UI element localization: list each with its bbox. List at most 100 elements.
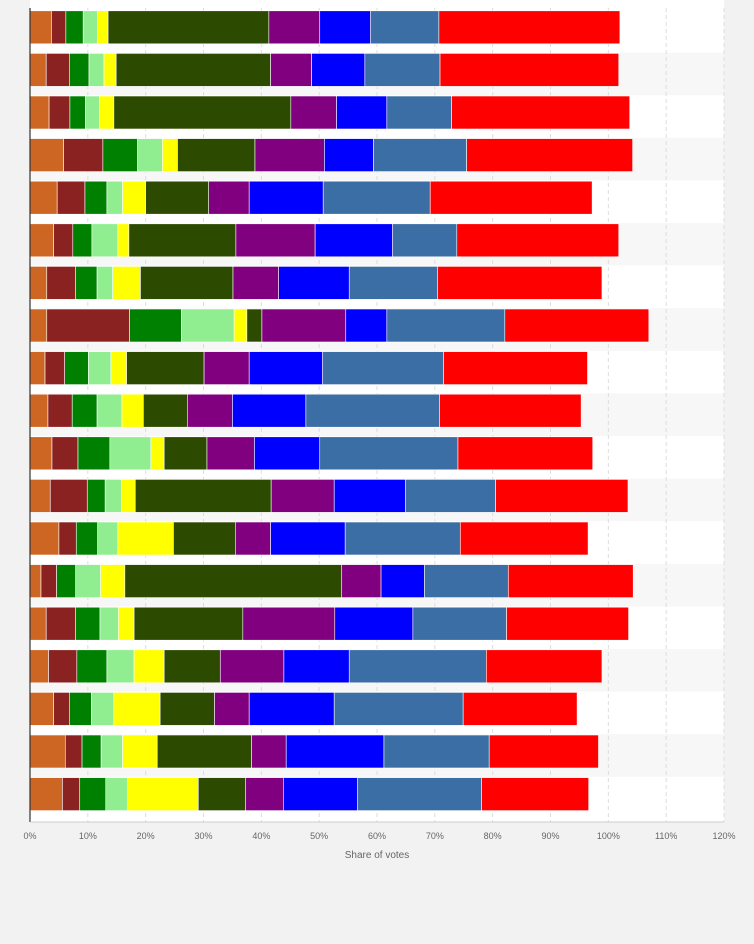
bar-segment[interactable]: [40, 564, 57, 598]
bar-segment[interactable]: [29, 649, 49, 684]
bar-segment[interactable]: [96, 266, 114, 300]
bar-segment[interactable]: [113, 692, 161, 726]
bar-segment[interactable]: [63, 138, 104, 172]
bar-segment[interactable]: [248, 351, 323, 385]
bar-segment[interactable]: [29, 479, 51, 513]
bar-segment[interactable]: [364, 53, 441, 87]
bar-segment[interactable]: [251, 734, 287, 769]
bar-segment[interactable]: [71, 393, 98, 428]
bar-segment[interactable]: [495, 479, 629, 513]
bar-segment[interactable]: [203, 351, 250, 385]
bar-segment[interactable]: [53, 692, 70, 726]
bar-segment[interactable]: [187, 393, 233, 428]
bar-segment[interactable]: [29, 564, 42, 598]
bar-segment[interactable]: [105, 777, 129, 811]
bar-segment[interactable]: [437, 266, 603, 300]
bar-segment[interactable]: [51, 436, 79, 471]
bar-segment[interactable]: [115, 53, 271, 87]
bar-segment[interactable]: [242, 606, 336, 641]
bar-segment[interactable]: [106, 180, 123, 215]
bar-segment[interactable]: [424, 564, 509, 598]
bar-segment[interactable]: [344, 521, 461, 556]
bar-segment[interactable]: [481, 777, 589, 811]
bar-segment[interactable]: [69, 692, 92, 726]
bar-segment[interactable]: [69, 95, 86, 130]
bar-segment[interactable]: [439, 53, 620, 87]
bar-segment[interactable]: [486, 649, 603, 684]
bar-segment[interactable]: [29, 777, 63, 811]
bar-segment[interactable]: [429, 180, 593, 215]
bar-segment[interactable]: [29, 521, 60, 556]
bar-segment[interactable]: [208, 180, 250, 215]
bar-segment[interactable]: [91, 223, 119, 258]
bar-segment[interactable]: [341, 564, 382, 598]
bar-segment[interactable]: [159, 692, 215, 726]
bar-segment[interactable]: [46, 308, 130, 343]
bar-segment[interactable]: [29, 692, 55, 726]
bar-segment[interactable]: [29, 393, 49, 428]
bar-segment[interactable]: [270, 521, 346, 556]
bar-segment[interactable]: [118, 606, 135, 641]
bar-segment[interactable]: [81, 734, 102, 769]
bar-segment[interactable]: [62, 777, 81, 811]
bar-segment[interactable]: [373, 138, 467, 172]
bar-segment[interactable]: [290, 95, 337, 130]
bar-segment[interactable]: [117, 223, 130, 258]
bar-segment[interactable]: [357, 777, 482, 811]
bar-segment[interactable]: [348, 649, 487, 684]
bar-segment[interactable]: [104, 479, 122, 513]
bar-segment[interactable]: [97, 10, 109, 45]
bar-segment[interactable]: [439, 393, 582, 428]
bar-segment[interactable]: [283, 649, 350, 684]
bar-segment[interactable]: [333, 692, 464, 726]
bar-segment[interactable]: [99, 95, 115, 130]
bar-segment[interactable]: [305, 393, 440, 428]
bar-segment[interactable]: [459, 521, 589, 556]
bar-segment[interactable]: [488, 734, 599, 769]
bar-segment[interactable]: [145, 180, 210, 215]
bar-segment[interactable]: [278, 266, 350, 300]
bar-segment[interactable]: [58, 521, 77, 556]
bar-segment[interactable]: [122, 734, 158, 769]
bar-segment[interactable]: [163, 436, 208, 471]
bar-segment[interactable]: [121, 393, 144, 428]
bar-segment[interactable]: [99, 606, 119, 641]
bar-segment[interactable]: [383, 734, 490, 769]
bar-segment[interactable]: [348, 266, 439, 300]
bar-segment[interactable]: [324, 138, 374, 172]
bar-segment[interactable]: [46, 266, 76, 300]
bar-segment[interactable]: [156, 734, 252, 769]
bar-segment[interactable]: [121, 479, 136, 513]
bar-segment[interactable]: [386, 308, 506, 343]
bar-segment[interactable]: [443, 351, 588, 385]
bar-segment[interactable]: [117, 521, 174, 556]
bar-segment[interactable]: [143, 393, 188, 428]
bar-segment[interactable]: [235, 223, 316, 258]
bar-segment[interactable]: [110, 351, 127, 385]
bar-segment[interactable]: [451, 95, 631, 130]
bar-segment[interactable]: [163, 649, 221, 684]
bar-segment[interactable]: [270, 479, 335, 513]
bar-segment[interactable]: [370, 10, 440, 45]
bar-segment[interactable]: [127, 777, 199, 811]
bar-segment[interactable]: [270, 53, 312, 87]
bar-segment[interactable]: [438, 10, 621, 45]
bar-segment[interactable]: [29, 10, 52, 45]
bar-segment[interactable]: [45, 53, 70, 87]
bar-segment[interactable]: [48, 95, 71, 130]
bar-segment[interactable]: [322, 351, 444, 385]
bar-segment[interactable]: [506, 606, 629, 641]
bar-segment[interactable]: [109, 436, 152, 471]
bar-segment[interactable]: [462, 692, 578, 726]
bar-segment[interactable]: [91, 692, 115, 726]
bar-segment[interactable]: [124, 564, 343, 598]
bar-segment[interactable]: [53, 223, 74, 258]
bar-segment[interactable]: [107, 10, 270, 45]
bar-segment[interactable]: [248, 692, 335, 726]
bar-segment[interactable]: [76, 649, 108, 684]
bar-segment[interactable]: [285, 734, 385, 769]
bar-segment[interactable]: [245, 777, 284, 811]
bar-segment[interactable]: [261, 308, 347, 343]
bar-segment[interactable]: [133, 649, 165, 684]
bar-segment[interactable]: [504, 308, 650, 343]
